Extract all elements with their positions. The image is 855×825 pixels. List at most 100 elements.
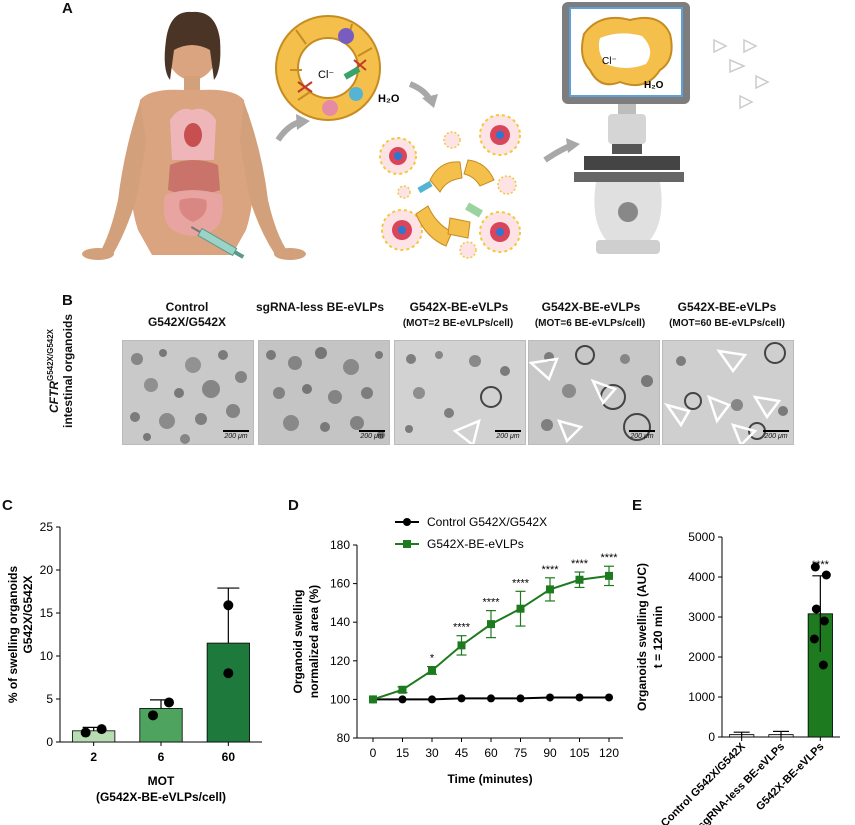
x-axis-label-line2: (G542X-BE-eVLPs/cell) (96, 790, 226, 804)
data-point (810, 562, 820, 572)
data-point (487, 620, 495, 629)
y-tick-label: 25 (40, 520, 54, 534)
data-point (818, 660, 828, 670)
y-axis-label-line2: normalized area (%) (307, 585, 321, 698)
y-tick-label: 5 (46, 692, 53, 706)
data-point (398, 685, 407, 694)
legend-marker (403, 518, 411, 526)
micrograph-mot6: 200 μm (528, 340, 660, 445)
x-tick-label: 6 (158, 750, 165, 764)
significance-label: **** (571, 558, 589, 570)
micrograph-image (395, 341, 525, 444)
panel-e-letter: E (632, 497, 643, 514)
y-tick-label: 10 (40, 649, 54, 663)
col-title-line1: G542X-BE-eVLPs (409, 300, 509, 314)
y-tick-label: 120 (330, 654, 350, 668)
data-point (516, 604, 525, 613)
data-point (164, 697, 174, 708)
col-title-line1: G542X-BE-eVLPs (541, 300, 641, 314)
y-tick-label: 80 (337, 731, 351, 745)
significance-label: **** (482, 597, 500, 609)
scale-text: 200 μm (630, 433, 654, 440)
data-point (487, 694, 495, 703)
micrograph-mot60: 200 μm (662, 340, 794, 445)
legend-label: G542X-BE-eVLPs (427, 537, 524, 551)
col-subtitle-mot6: (MOT=6 BE-eVLPs/cell) (534, 318, 646, 329)
significance-label: **** (600, 552, 618, 564)
x-tick-label: 90 (543, 746, 557, 760)
micrograph-image (123, 341, 253, 444)
human-figure (82, 11, 306, 260)
legend-label: Control G542X/G542X (427, 515, 547, 529)
significance-label: * (430, 653, 435, 665)
data-point (809, 634, 819, 644)
col-subtitle-mot2: (MOT=2 BE-eVLPs/cell) (402, 318, 514, 329)
chart-e: 0 1000 2000 3000 4000 5000 Control G542X/G542X… (635, 530, 840, 825)
micrograph-mot2: 200 μm (394, 340, 526, 445)
bar (139, 708, 183, 743)
data-point (605, 693, 613, 702)
y-tick-label: 0 (46, 735, 53, 749)
data-point (148, 710, 158, 721)
data-point (96, 724, 107, 735)
micrograph-image (663, 341, 793, 444)
y-axis-label: % of swelling organoids (6, 566, 20, 704)
micrograph-control: 200 μm (122, 340, 254, 445)
col-title-line2: G542X/G542X (147, 315, 227, 329)
data-point (457, 641, 466, 650)
y-tick-label: 3000 (688, 610, 715, 624)
x-axis-label: Time (minutes) (447, 772, 532, 786)
x-tick-label: 105 (569, 746, 589, 760)
data-point (223, 600, 234, 611)
h2o-label: H₂O (378, 93, 400, 105)
panel-a-letter: A (62, 0, 73, 17)
col-title-mot2: G542X-BE-eVLPs (392, 300, 526, 315)
data-point (457, 694, 466, 703)
scale-text: 200 μm (764, 433, 788, 440)
data-point (428, 695, 436, 704)
data-point (811, 604, 821, 614)
x-axis-label: MOT (148, 774, 175, 788)
x-tick-label: 0 (370, 746, 377, 760)
y-axis-label: Organoid swelling (291, 589, 305, 693)
micrograph-sgrna-less: 200 μm (258, 340, 390, 445)
y-tick-label: 100 (330, 692, 350, 706)
panel-a-illustration: Cl⁻ H₂O Cl⁻ H₂O (82, 2, 770, 260)
chart-c: 0 5 10 15 20 25 2 6 60 % of swelling organoids G54… (6, 520, 262, 804)
col-title-line1: G542X-BE-eVLPs (677, 300, 777, 314)
data-point (80, 727, 91, 738)
col-title-sgrna: sgRNA-less BE-eVLPs (252, 300, 388, 315)
microscope: Cl⁻ H₂O (562, 2, 770, 254)
x-tick-label: 30 (425, 746, 439, 760)
scale-text: 200 μm (360, 433, 384, 440)
cl-label: Cl⁻ (318, 69, 334, 81)
significance-label: **** (541, 564, 559, 576)
x-tick-label: G542X-BE-eVLPs (754, 741, 826, 813)
x-tick-label: 60 (484, 746, 498, 760)
y-tick-label: 15 (40, 606, 54, 620)
panel-b-letter: B (62, 292, 73, 309)
y-axis-label-line2: t = 120 min (651, 606, 665, 668)
scale-bar: 200 μm (763, 430, 789, 440)
data-point (546, 585, 554, 594)
col-title-control: Control G542X/G542X (120, 300, 254, 330)
data-point (819, 616, 829, 626)
significance-label: **** (453, 622, 471, 634)
x-tick-label: 120 (599, 746, 619, 760)
organoid-ring (275, 15, 381, 121)
col-title-line1: sgRNA-less BE-eVLPs (255, 300, 385, 314)
x-tick-label: 15 (396, 746, 410, 760)
y-tick-label: 2000 (688, 650, 715, 664)
y-tick-label: 0 (708, 730, 715, 744)
scope-cl-label: Cl⁻ (602, 56, 617, 67)
legend-marker (403, 540, 411, 548)
data-point (575, 693, 584, 702)
y-tick-label: 180 (330, 538, 350, 552)
x-tick-label: 75 (514, 746, 528, 760)
y-tick-label: 1000 (688, 690, 715, 704)
micrograph-image (259, 341, 389, 444)
panel-d-letter: D (288, 497, 299, 514)
scale-bar: 200 μm (359, 430, 385, 440)
scope-h2o-label: H₂O (644, 80, 664, 91)
y-axis-label: Organoids swelling (AUC) (635, 563, 649, 711)
